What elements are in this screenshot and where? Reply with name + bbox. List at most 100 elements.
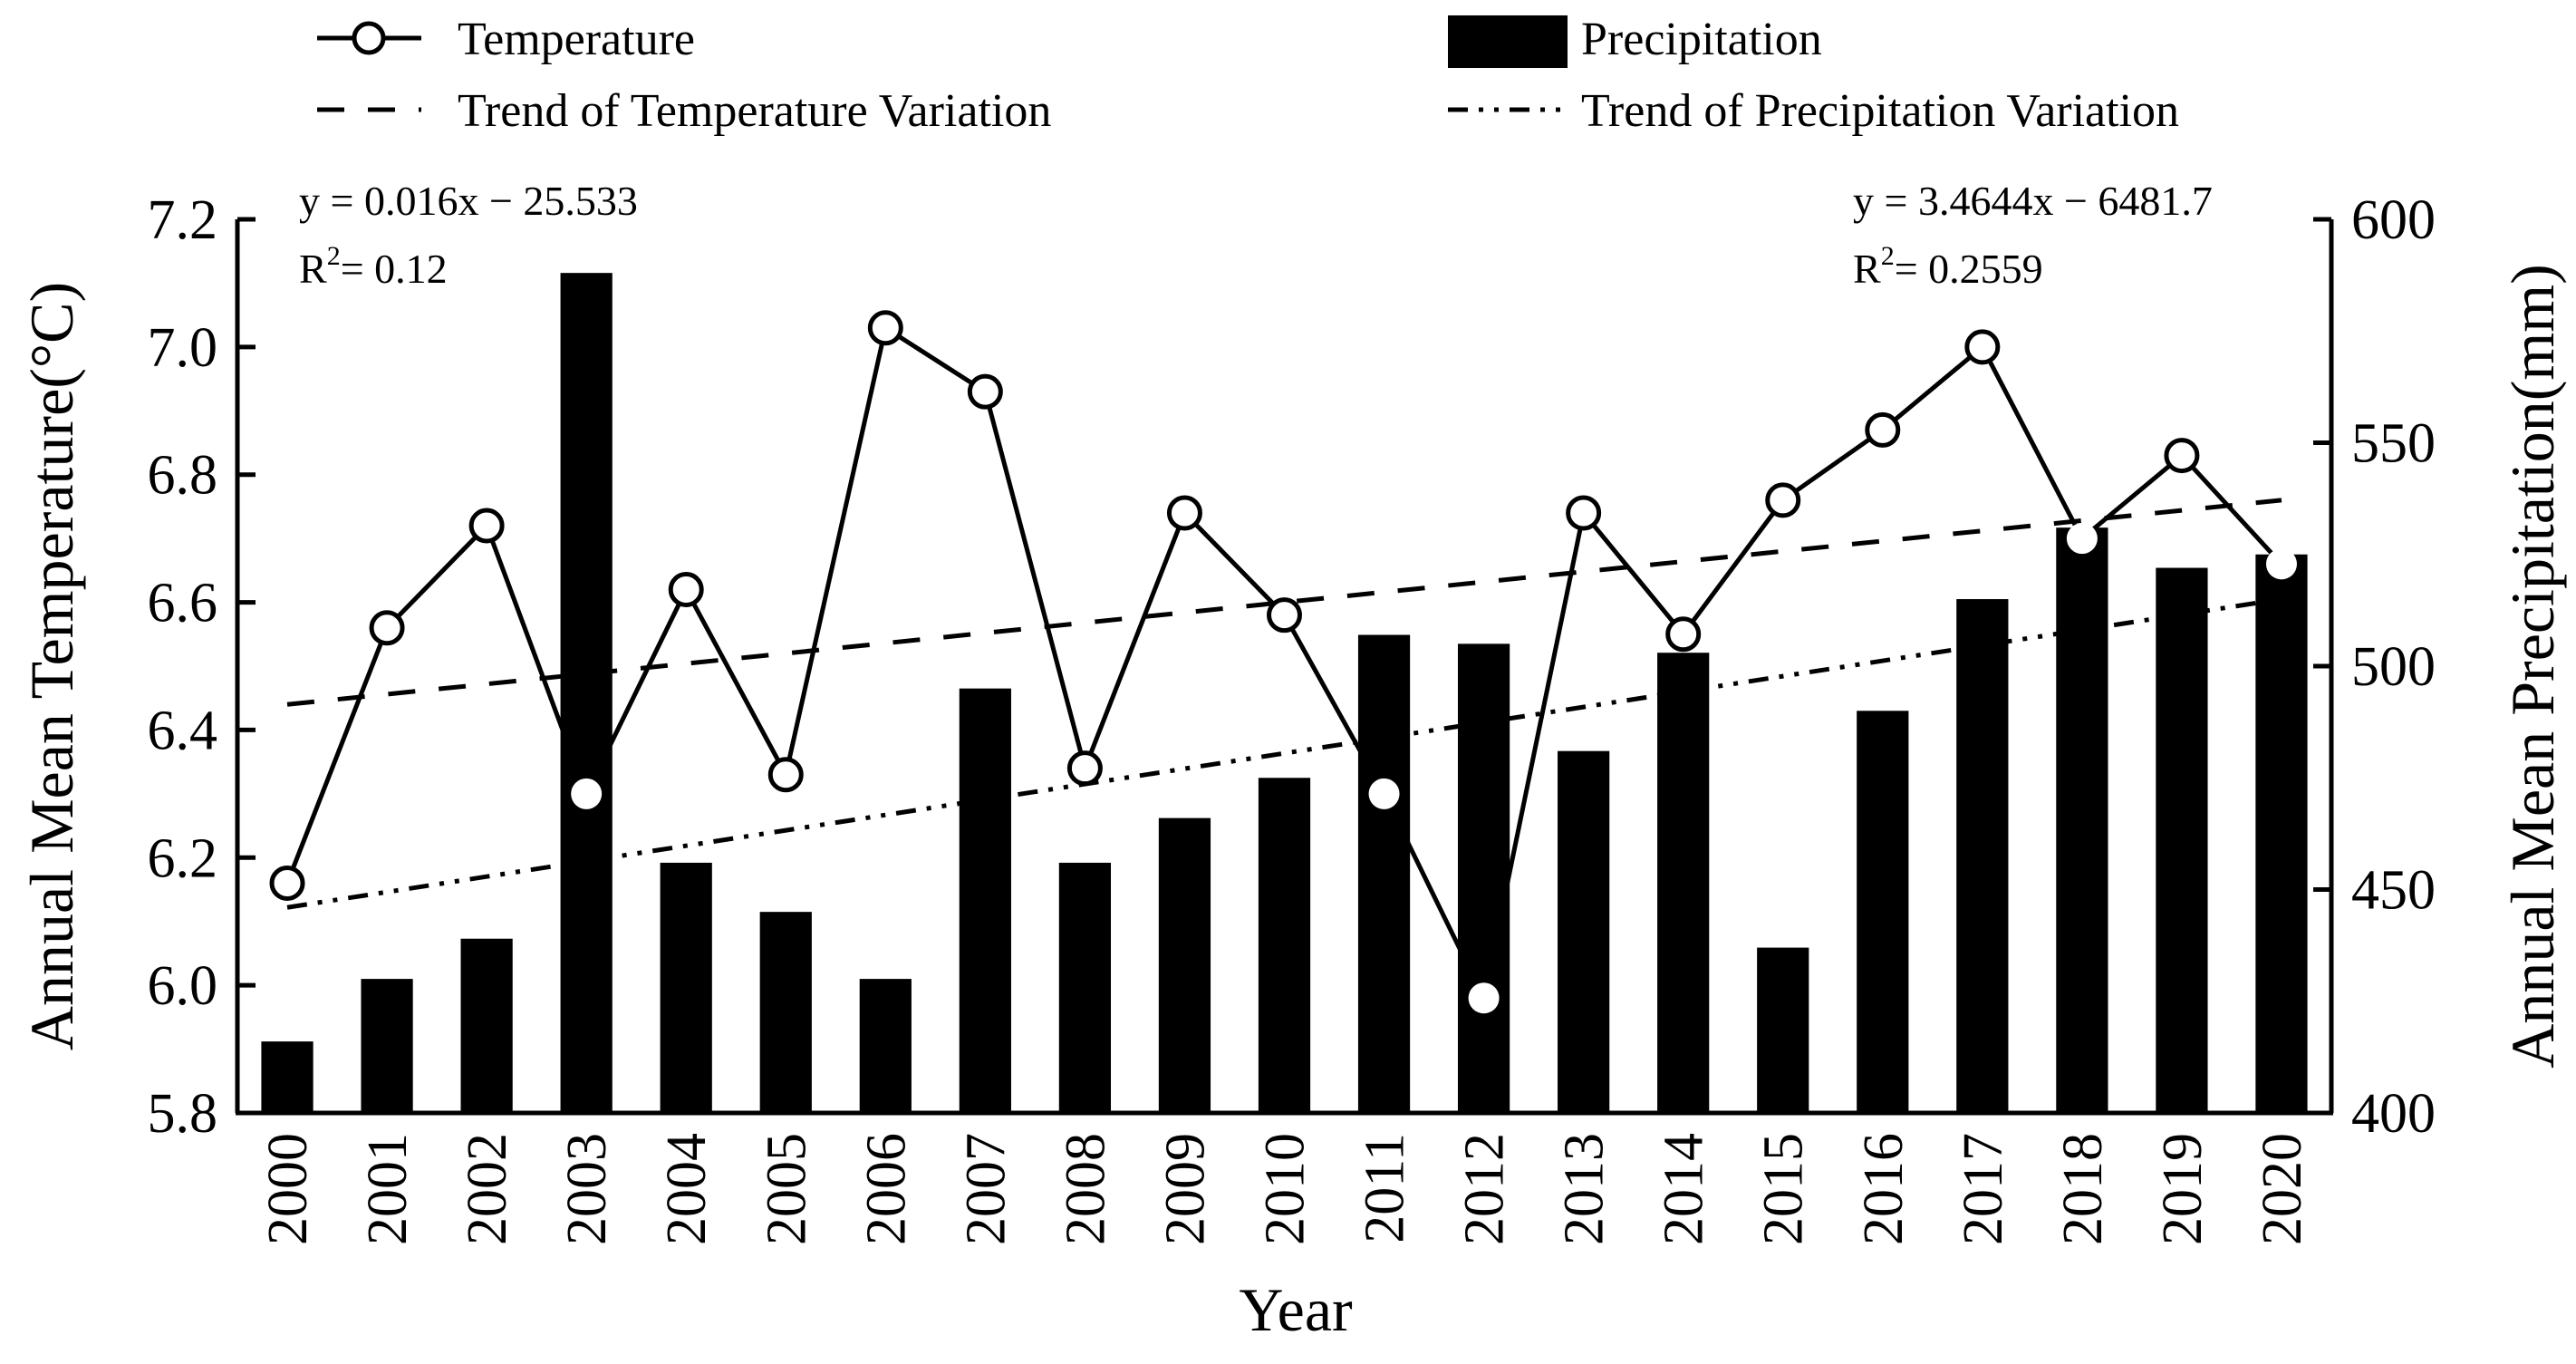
precipitation-bar-2014	[1657, 653, 1710, 1113]
precipitation-bar-2012	[1457, 643, 1510, 1113]
legend-temperature-marker	[352, 21, 386, 55]
left-tick-label-7: 7.2	[148, 189, 218, 251]
x-tick-label-2009: 2009	[1154, 1133, 1216, 1245]
temperature-point-2010	[1267, 597, 1302, 634]
x-tick-label-2005: 2005	[756, 1133, 817, 1245]
x-tick-label-2013: 2013	[1554, 1133, 1616, 1245]
x-axis-ticks: 2000 2001 2002 2003 2004 2005 2006 2007 2008 2009…	[257, 1097, 2313, 1245]
legend-temperature-label: Temperature	[458, 14, 695, 65]
x-tick-label-2001: 2001	[357, 1133, 419, 1245]
temperature-point-2015	[1765, 482, 1801, 518]
legend-item-precipitation: Precipitation	[1448, 14, 1822, 68]
temperature-point-2009	[1166, 495, 1202, 531]
left-tick-label-6: 7.0	[148, 317, 218, 379]
precipitation-trend-equation: y = 3.4644x − 6481.7 R2= 0.2559	[1853, 178, 2213, 292]
left-tick-label-1: 6.0	[148, 955, 218, 1017]
precipitation-bar-2006	[859, 979, 912, 1113]
x-tick-label-2017: 2017	[1953, 1133, 2014, 1245]
x-tick-label-2011: 2011	[1355, 1133, 1416, 1243]
legend-precipitation-trend-label: Trend of Precipitation Variation	[1581, 85, 2179, 137]
temperature-point-2001	[369, 610, 405, 646]
temperature-r2-superscript: 2	[327, 241, 341, 271]
temperature-point-2007	[967, 373, 1003, 410]
temperature-point-2016	[1865, 411, 1901, 448]
right-axis-ticks: 400 450 500 550 600	[2313, 189, 2436, 1145]
temperature-point-2000	[269, 865, 305, 901]
precipitation-bar-2020	[2255, 554, 2308, 1113]
x-tick-label-2020: 2020	[2252, 1133, 2313, 1245]
temperature-point-2011	[1368, 778, 1400, 809]
precipitation-bar-2010	[1258, 778, 1311, 1113]
precipitation-r2-value: = 0.2559	[1895, 246, 2043, 292]
precipitation-bar-2013	[1558, 750, 1610, 1113]
x-tick-label-2012: 2012	[1454, 1133, 1516, 1245]
x-tick-label-2010: 2010	[1255, 1133, 1317, 1245]
left-tick-label-3: 6.4	[148, 700, 218, 761]
temperature-point-2012	[1468, 982, 1500, 1014]
precipitation-bar-2018	[2056, 527, 2108, 1113]
legend-precipitation-label: Precipitation	[1581, 14, 1822, 65]
left-tick-label-5: 6.8	[148, 445, 218, 507]
precipitation-bar-2009	[1158, 817, 1211, 1113]
precipitation-trend-line	[286, 596, 2282, 910]
legend-precipitation-swatch	[1448, 15, 1568, 68]
precipitation-r2-text: R2= 0.2559	[1853, 241, 2043, 292]
temperature-point-2003	[571, 778, 603, 809]
right-tick-label-2: 500	[2351, 636, 2436, 698]
legend-item-temperature-trend: Trend of Temperature Variation	[317, 85, 1051, 137]
temperature-r2-value: = 0.12	[341, 246, 448, 292]
temperature-point-2005	[767, 757, 804, 793]
precipitation-bar-2011	[1357, 634, 1411, 1113]
x-tick-label-2002: 2002	[457, 1133, 518, 1245]
legend-temperature-trend-label: Trend of Temperature Variation	[458, 85, 1051, 137]
temperature-point-2006	[867, 310, 903, 346]
x-tick-label-2016: 2016	[1853, 1133, 1915, 1245]
left-tick-label-2: 6.2	[148, 827, 218, 889]
x-tick-label-2015: 2015	[1753, 1133, 1815, 1245]
x-tick-label-2014: 2014	[1654, 1133, 1715, 1245]
trend-lines	[286, 498, 2282, 910]
precipitation-bar-2002	[460, 938, 513, 1113]
temperature-point-2020	[2265, 548, 2297, 580]
x-tick-label-2006: 2006	[855, 1133, 917, 1245]
right-tick-label-0: 400	[2351, 1083, 2436, 1145]
precipitation-bar-2007	[959, 688, 1011, 1113]
left-tick-label-0: 5.8	[148, 1083, 218, 1145]
temperature-point-2002	[468, 508, 505, 544]
temperature-point-2014	[1665, 616, 1702, 653]
temperature-point-2018	[2066, 523, 2098, 555]
legend: Temperature Precipitation Trend of Tempe…	[317, 14, 2179, 137]
x-tick-label-2018: 2018	[2052, 1133, 2114, 1245]
precipitation-r2-symbol: R	[1853, 246, 1881, 292]
temperature-r2-symbol: R	[299, 246, 327, 292]
legend-item-precipitation-trend: Trend of Precipitation Variation	[1448, 85, 2179, 137]
precipitation-equation-text: y = 3.4644x − 6481.7	[1853, 178, 2213, 224]
temperature-r2-text: R2= 0.12	[299, 241, 448, 292]
precipitation-r2-superscript: 2	[1881, 241, 1895, 271]
precipitation-bar-2016	[1857, 711, 1909, 1113]
x-tick-label-2000: 2000	[257, 1133, 319, 1245]
x-tick-label-2008: 2008	[1055, 1133, 1116, 1245]
right-tick-label-3: 550	[2351, 413, 2436, 475]
right-tick-label-1: 450	[2351, 860, 2436, 922]
precipitation-bar-2003	[560, 273, 613, 1113]
right-axis-title: Annual Mean Precipitation(mm)	[2498, 264, 2567, 1069]
precipitation-bar-2019	[2156, 567, 2208, 1113]
x-tick-label-2007: 2007	[955, 1133, 1017, 1245]
temperature-point-2013	[1566, 495, 1602, 531]
right-tick-label-4: 600	[2351, 189, 2436, 251]
precipitation-bar-2017	[1956, 599, 2009, 1113]
precipitation-bars	[261, 273, 2308, 1113]
precipitation-bar-2001	[361, 979, 413, 1113]
x-tick-label-2003: 2003	[556, 1133, 618, 1245]
precipitation-bar-2004	[660, 862, 712, 1113]
precipitation-bar-2008	[1058, 862, 1112, 1113]
precipitation-bar-2015	[1757, 947, 1809, 1113]
legend-item-temperature: Temperature	[317, 14, 695, 65]
x-tick-label-2019: 2019	[2152, 1133, 2214, 1245]
left-tick-label-4: 6.6	[148, 573, 218, 634]
temperature-equation-text: y = 0.016x − 25.533	[299, 178, 638, 224]
x-axis-title: Year	[1239, 1275, 1353, 1344]
temperature-point-2019	[2164, 438, 2200, 474]
